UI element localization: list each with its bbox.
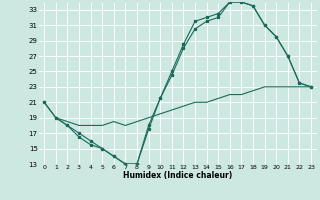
X-axis label: Humidex (Indice chaleur): Humidex (Indice chaleur) [123,171,232,180]
